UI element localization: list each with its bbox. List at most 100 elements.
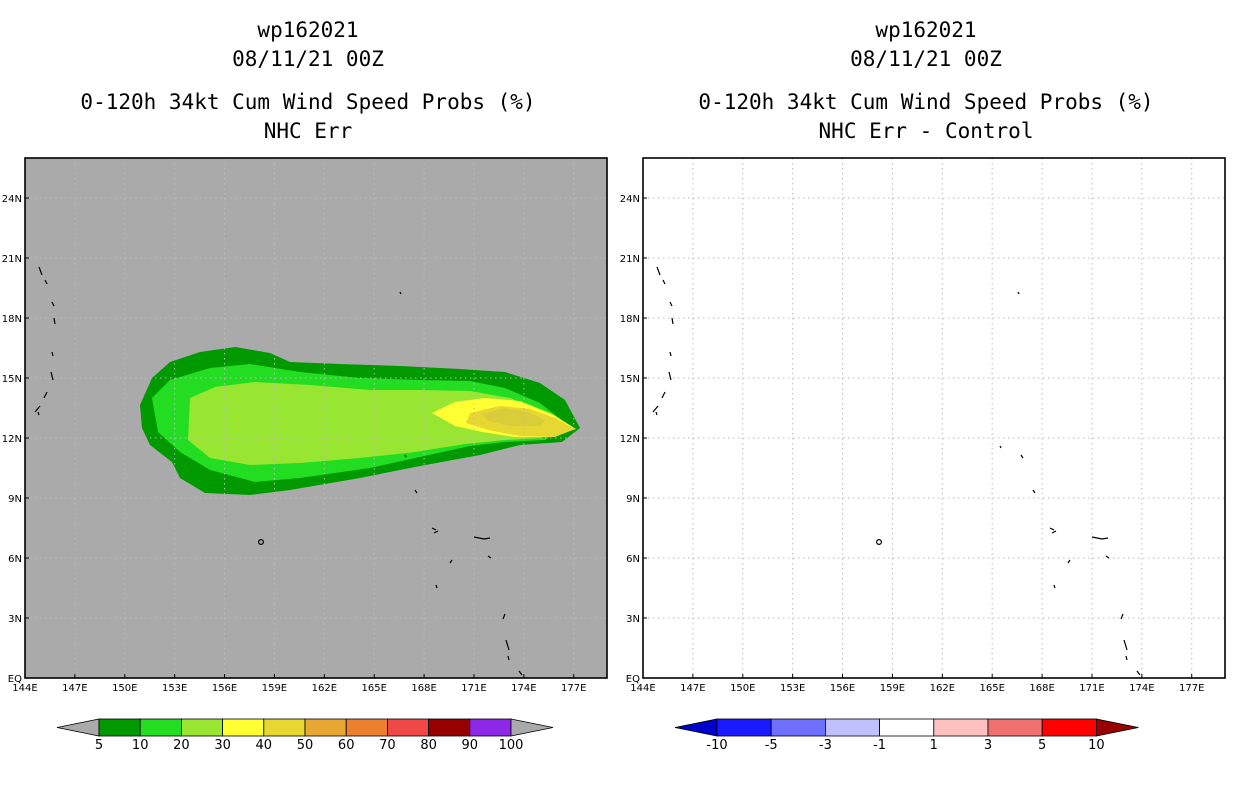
lon-label: 162E (312, 683, 337, 694)
lon-label: 156E (212, 683, 237, 694)
colorbar-arrow-low (674, 718, 718, 737)
colorbar-swatch (1041, 718, 1097, 737)
lat-label: 9N (8, 494, 22, 505)
lat-label: 18N (620, 314, 640, 325)
colorbar-label: 90 (462, 738, 479, 753)
colorbar-swatch (879, 718, 935, 737)
lon-label: 168E (1029, 683, 1054, 694)
right-panel-title: wp162021 08/11/21 00Z 0-120h 34kt Cum Wi… (626, 16, 1226, 146)
lon-label: 171E (1079, 683, 1104, 694)
right-map-background (643, 158, 1225, 678)
right-lon-labels: 144E 147E 150E 153E 156E 159E 162E 165E 168E 171E… (630, 674, 1204, 694)
storm-id: wp162021 (257, 18, 359, 42)
colorbar-label: 50 (297, 738, 314, 753)
colorbar-label: 30 (214, 738, 231, 753)
left-lon-labels: 144E 147E 150E 153E 156E 159E 162E 165E 168E 171E… (12, 674, 586, 694)
right-map-frame (642, 157, 1226, 679)
colorbar-swatch (98, 718, 141, 737)
lat-label: 24N (620, 194, 640, 205)
lon-label: 150E (112, 683, 137, 694)
lat-label: 12N (2, 434, 22, 445)
lon-label: 156E (830, 683, 855, 694)
left-lat-labels: EQ 3N 6N 9N 12N 15N 18N 21N 24N (2, 194, 29, 685)
lon-label: 165E (979, 683, 1004, 694)
lon-label: 159E (880, 683, 905, 694)
colorbar-swatch (770, 718, 826, 737)
lat-label: 18N (2, 314, 22, 325)
lat-label: 12N (620, 434, 640, 445)
product-title: 0-120h 34kt Cum Wind Speed Probs (%) (698, 90, 1154, 114)
lon-label: 150E (730, 683, 755, 694)
right-coastlines (652, 266, 1141, 676)
colorbar-label: 80 (420, 738, 437, 753)
colorbar-label: 10 (1088, 738, 1105, 753)
colorbar-label: 10 (132, 738, 149, 753)
colorbar-label: 5 (95, 738, 103, 753)
colorbar-swatch (139, 718, 182, 737)
lon-label: 147E (680, 683, 705, 694)
lat-label: 15N (620, 374, 640, 385)
lat-label: 21N (2, 254, 22, 265)
product-title: 0-120h 34kt Cum Wind Speed Probs (%) (80, 90, 536, 114)
lon-label: 144E (12, 683, 37, 694)
colorbar-label: 100 (499, 738, 524, 753)
lon-label: 177E (1179, 683, 1204, 694)
right-grid (643, 158, 1225, 678)
colorbar-swatch (825, 718, 881, 737)
left-coastlines (34, 266, 523, 676)
colorbar-swatch (428, 718, 471, 737)
lon-label: 165E (361, 683, 386, 694)
colorbar-swatch (987, 718, 1043, 737)
right-map-panel: 144E 147E 150E 153E 156E 159E 162E 165E 168E 171E… (620, 157, 1226, 694)
lat-label: 3N (8, 614, 22, 625)
colorbar-arrow-high (1096, 718, 1139, 737)
right-lat-labels: EQ 3N 6N 9N 12N 15N 18N 21N 24N (620, 194, 647, 685)
colorbar-label: -5 (765, 738, 778, 753)
colorbar-label: 60 (338, 738, 355, 753)
colorbar-label: 20 (173, 738, 190, 753)
lat-label: EQ (8, 674, 22, 685)
panel-subtitle: NHC Err (263, 119, 353, 143)
left-map-frame (24, 157, 608, 679)
lat-label: 9N (626, 494, 640, 505)
colorbar-label: -10 (706, 738, 727, 753)
lon-label: 144E (630, 683, 655, 694)
storm-id: wp162021 (875, 18, 977, 42)
lon-label: 162E (930, 683, 955, 694)
contour-40-core (482, 408, 545, 426)
lon-label: 153E (780, 683, 805, 694)
right-colorbar: -10 -5 -3 -1 1 3 5 10 (674, 718, 1139, 753)
colorbar-arrow-high (510, 718, 554, 737)
probability-contours (140, 347, 580, 495)
lon-label: 153E (162, 683, 187, 694)
lon-label: 177E (561, 683, 586, 694)
lat-label: 3N (626, 614, 640, 625)
datetime: 08/11/21 00Z (232, 47, 384, 71)
colorbar-label: -1 (873, 738, 886, 753)
colorbar-label: 40 (256, 738, 273, 753)
lat-label: 21N (620, 254, 640, 265)
colorbar-swatch (345, 718, 388, 737)
left-panel-title: wp162021 08/11/21 00Z 0-120h 34kt Cum Wi… (8, 16, 608, 146)
lat-label: 6N (8, 554, 22, 565)
colorbar-swatch (304, 718, 347, 737)
lon-label: 174E (511, 683, 536, 694)
colorbar-label: 3 (984, 738, 992, 753)
lon-label: 174E (1129, 683, 1154, 694)
left-grid (25, 158, 607, 678)
colorbar-swatch (933, 718, 989, 737)
colorbar-swatch (263, 718, 306, 737)
left-colorbar: 5 10 20 30 40 50 60 70 80 90 100 (56, 718, 554, 753)
lat-label: 24N (2, 194, 22, 205)
left-map-panel: 144E 147E 150E 153E 156E 159E 162E 165E 168E 171E… (2, 157, 608, 694)
lon-label: 168E (411, 683, 436, 694)
colorbar-swatch (469, 718, 512, 737)
colorbar-label: -3 (819, 738, 832, 753)
lon-label: 171E (461, 683, 486, 694)
panel-subtitle: NHC Err - Control (818, 119, 1034, 143)
colorbar-arrow-low (56, 718, 100, 737)
datetime: 08/11/21 00Z (850, 47, 1002, 71)
lat-label: 6N (626, 554, 640, 565)
colorbar-swatch (386, 718, 429, 737)
